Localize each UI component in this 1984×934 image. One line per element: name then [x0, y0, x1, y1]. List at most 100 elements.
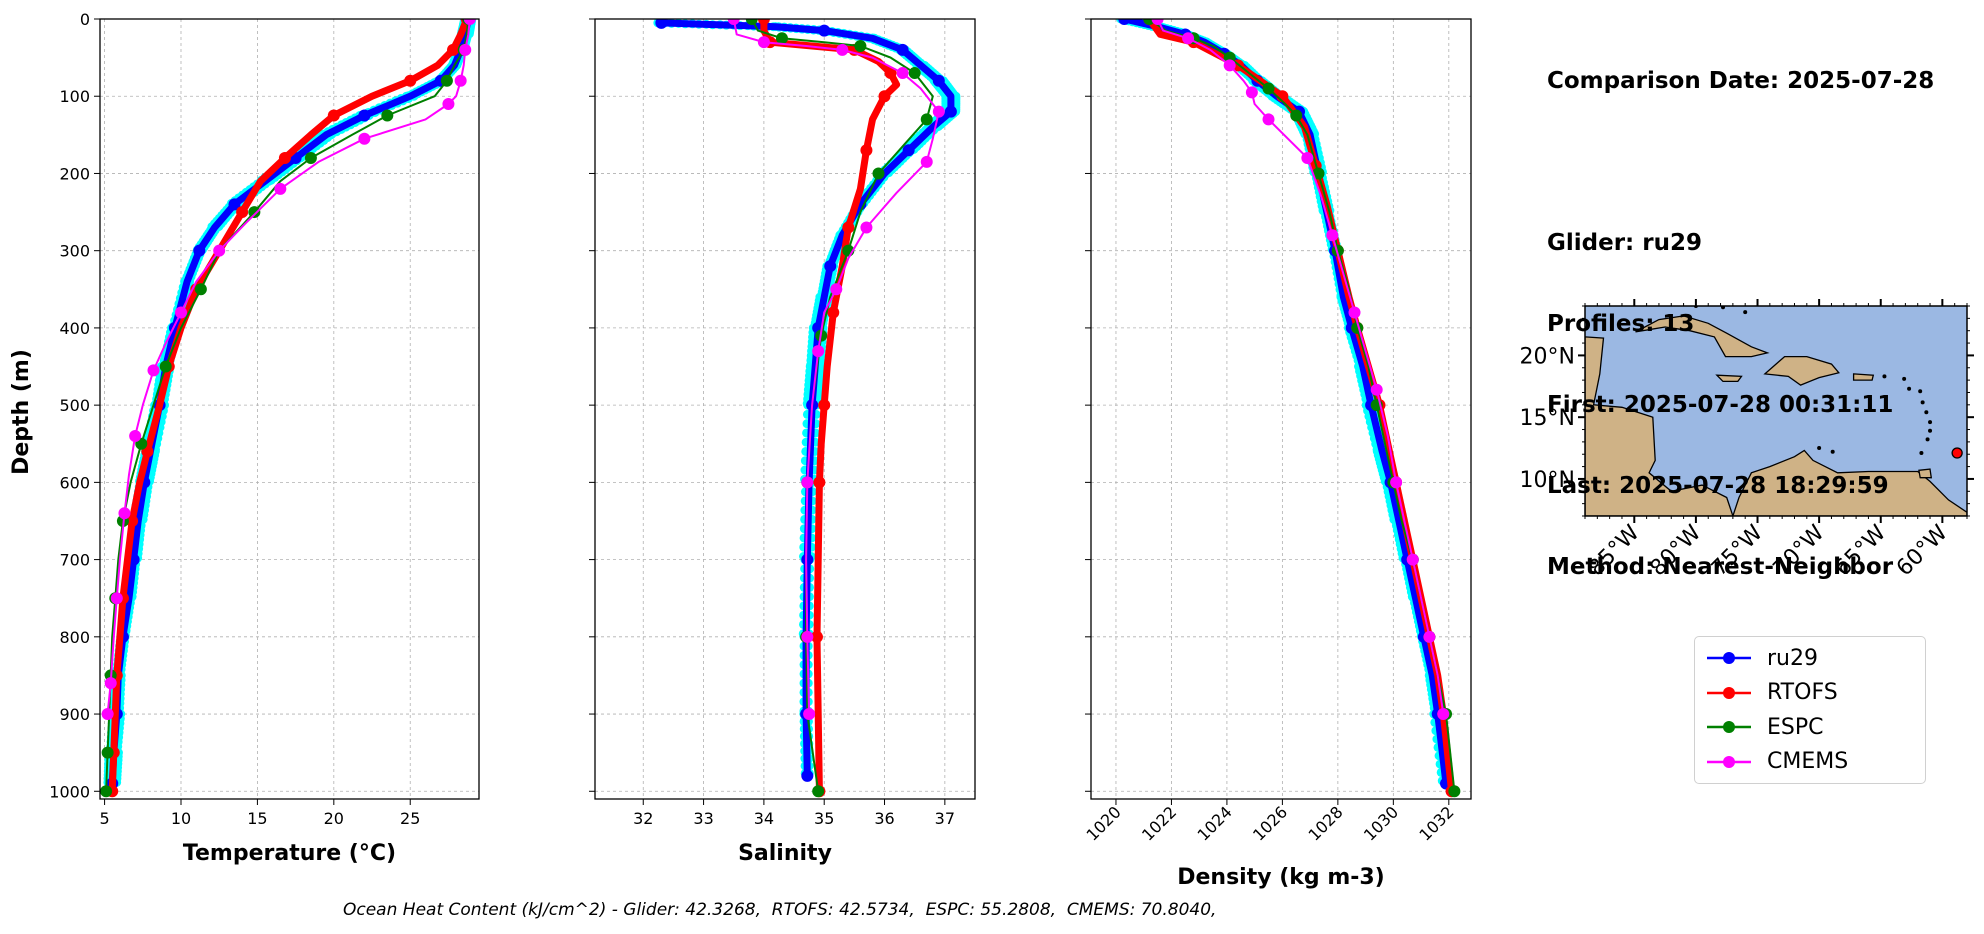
data-point-espc	[775, 32, 788, 45]
data-point-rtofs	[827, 306, 840, 319]
axes-frame	[1090, 18, 1472, 800]
density-panel: 1020 1022 1024 1026 1028 1030 1032 Density (kg …	[1083, 18, 1472, 890]
data-point-espc	[248, 206, 261, 219]
data-point-espc	[159, 360, 172, 373]
data-point-espc	[1312, 167, 1325, 180]
plot-area	[1116, 19, 1461, 798]
data-point-ru29	[801, 769, 814, 782]
x-tick-label: 37	[935, 809, 955, 828]
data-point-cmems	[1151, 19, 1164, 25]
data-point-cmems	[932, 105, 945, 118]
x-tick-label: 1032	[1415, 802, 1457, 844]
data-point-espc	[920, 113, 933, 126]
data-point-espc	[872, 167, 885, 180]
y-tick-label: 400	[59, 319, 90, 338]
data-point-cmems	[801, 630, 814, 643]
data-point-cmems	[803, 708, 816, 721]
legend-item-rtofs: RTOFS	[1705, 676, 1925, 711]
y-tick-label: 600	[59, 473, 90, 492]
data-point-cmems	[1423, 630, 1436, 643]
data-point-cmems	[454, 74, 467, 87]
island	[1919, 451, 1924, 455]
series-line-cmems	[732, 19, 940, 715]
series-line-rtofs	[108, 19, 471, 792]
legend-item-cmems: CMEMS	[1705, 745, 1925, 780]
x-tick-label: 1028	[1304, 802, 1346, 844]
data-point-espc	[812, 785, 825, 798]
legend-swatch-rtofs	[1707, 686, 1751, 699]
data-point-cmems	[757, 36, 770, 49]
data-point-rtofs	[236, 206, 249, 219]
data-point-cmems	[1390, 476, 1403, 489]
x-axis-label: Salinity	[738, 841, 832, 866]
data-point-cmems	[274, 182, 287, 195]
data-point-ru29	[818, 24, 831, 37]
data-point-rtofs	[842, 221, 855, 234]
x-tick-label: 1022	[1138, 802, 1180, 844]
x-tick-label: 33	[693, 809, 713, 828]
data-point-ru29	[358, 109, 371, 122]
data-point-espc	[1290, 109, 1303, 122]
legend-swatch-cmems	[1707, 755, 1751, 768]
jamaica	[1715, 374, 1743, 383]
island	[1817, 446, 1822, 451]
x-tick-label: 1024	[1194, 802, 1236, 844]
data-point-ru29	[801, 553, 814, 566]
island	[1924, 410, 1929, 415]
axes-frame	[99, 18, 480, 800]
central-america-land	[1585, 336, 1734, 516]
y-tick-label: 1000	[49, 782, 90, 801]
island	[1920, 400, 1925, 405]
south-america-land	[1732, 449, 1967, 516]
data-point-ru29	[902, 144, 915, 157]
x-tick-label: 25	[400, 809, 420, 828]
data-point-espc	[304, 152, 317, 165]
y-tick-label: 500	[59, 396, 90, 415]
data-point-espc	[440, 74, 453, 87]
info-panel: Comparison Date: 2025-07-28 Glider: ru29…	[1547, 14, 1934, 608]
data-point-cmems	[1406, 553, 1419, 566]
data-point-espc	[194, 283, 207, 296]
data-point-cmems	[896, 67, 909, 80]
legend-label: RTOFS	[1767, 680, 1838, 706]
data-point-cmems	[358, 132, 371, 145]
legend-swatch-espc	[1707, 721, 1751, 734]
y-tick-label: 700	[59, 551, 90, 570]
y-tick-label: 0	[80, 10, 90, 29]
data-point-espc	[745, 19, 758, 25]
island	[1907, 386, 1912, 391]
data-point-ru29	[932, 74, 945, 87]
legend-item-ru29: ru29	[1705, 641, 1925, 676]
data-point-cmems	[463, 19, 476, 25]
data-point-ru29	[896, 43, 909, 56]
data-point-rtofs	[327, 109, 340, 122]
plot-area	[100, 19, 477, 798]
data-point-espc	[854, 40, 867, 53]
x-tick-label: 15	[247, 809, 267, 828]
x-tick-label: 20	[324, 809, 344, 828]
data-point-cmems	[129, 430, 142, 443]
y-tick-label: 200	[59, 164, 90, 183]
x-tick-label: 1030	[1360, 802, 1402, 844]
data-point-cmems	[104, 677, 117, 690]
data-point-rtofs	[126, 514, 139, 527]
map-lat-label: 15°N	[1520, 406, 1575, 431]
island	[1928, 428, 1933, 433]
island	[1830, 449, 1835, 454]
data-point-cmems	[830, 283, 843, 296]
data-point-espc	[1262, 82, 1275, 95]
data-point-espc	[101, 746, 114, 759]
data-point-cmems	[1370, 383, 1383, 396]
data-point-ru29	[228, 198, 241, 211]
data-point-cmems	[1437, 708, 1450, 721]
map-lat-label: 10°N	[1520, 468, 1575, 493]
data-point-rtofs	[447, 43, 460, 56]
legend-label: ESPC	[1767, 714, 1824, 740]
map-frame	[1584, 305, 1968, 517]
legend-label: CMEMS	[1767, 749, 1849, 775]
data-point-cmems	[110, 592, 123, 605]
series-line-ru29	[108, 19, 472, 784]
data-point-espc	[381, 109, 394, 122]
data-point-cmems	[174, 306, 187, 319]
island	[1882, 374, 1887, 379]
